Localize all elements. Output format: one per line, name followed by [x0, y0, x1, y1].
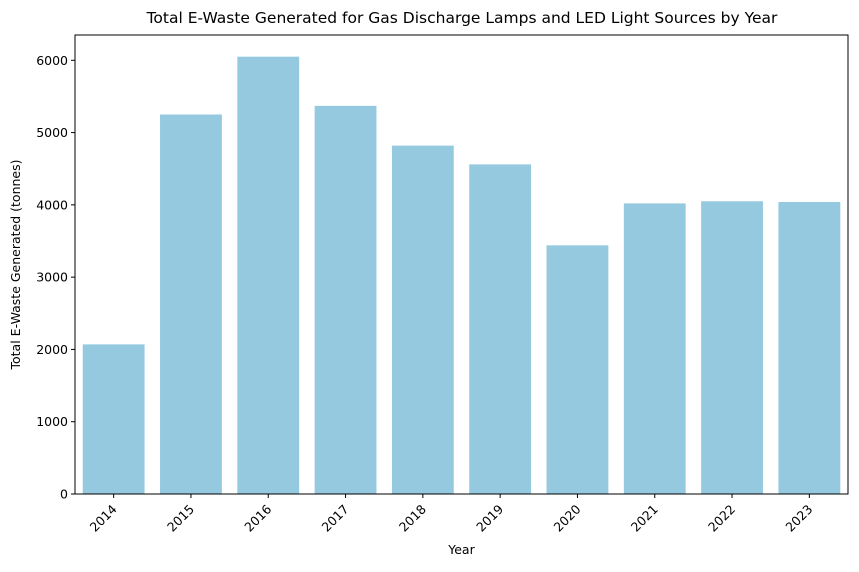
y-tick-label: 4000	[36, 197, 68, 212]
bar-2022	[701, 201, 763, 495]
bar-2020	[546, 245, 609, 494]
y-tick-label: 5000	[36, 125, 68, 140]
bar-2019	[469, 164, 532, 495]
y-tick-label: 6000	[36, 53, 68, 68]
bar-2016	[237, 56, 300, 495]
x-tick-label: 2017	[319, 502, 352, 535]
x-tick-label: 2019	[473, 501, 506, 534]
bar-2014	[82, 344, 145, 494]
x-tick-label: 2015	[164, 502, 197, 535]
bars-group	[82, 56, 841, 495]
y-tick-label: 2000	[36, 342, 68, 357]
x-axis-label: Year	[447, 542, 475, 557]
bar-2015	[160, 114, 222, 494]
x-tick-label: 2022	[705, 502, 738, 535]
bar-2017	[314, 105, 377, 494]
y-axis-label: Total E-Waste Generated (tonnes)	[8, 159, 23, 370]
x-axis: 2014 2015 2016 2017 2018 2019 2020 2021 2022 2023	[87, 494, 815, 535]
x-tick-label: 2021	[628, 502, 661, 535]
chart-title: Total E-Waste Generated for Gas Discharg…	[146, 9, 778, 27]
y-axis: 0 1000 2000 3000 4000 5000 6000	[36, 53, 75, 502]
x-tick-label: 2018	[396, 501, 429, 534]
x-tick-label: 2023	[782, 502, 815, 535]
plot-frame	[74, 34, 849, 495]
y-tick-label: 1000	[36, 414, 68, 429]
x-tick-label: 2014	[87, 501, 120, 534]
y-tick-label: 0	[60, 487, 68, 502]
bar-2018	[391, 145, 454, 495]
y-tick-label: 3000	[36, 270, 68, 285]
x-tick-label: 2020	[550, 501, 583, 534]
bar-2023	[778, 201, 841, 495]
x-tick-label: 2016	[241, 501, 274, 534]
bar-2021	[623, 203, 686, 494]
